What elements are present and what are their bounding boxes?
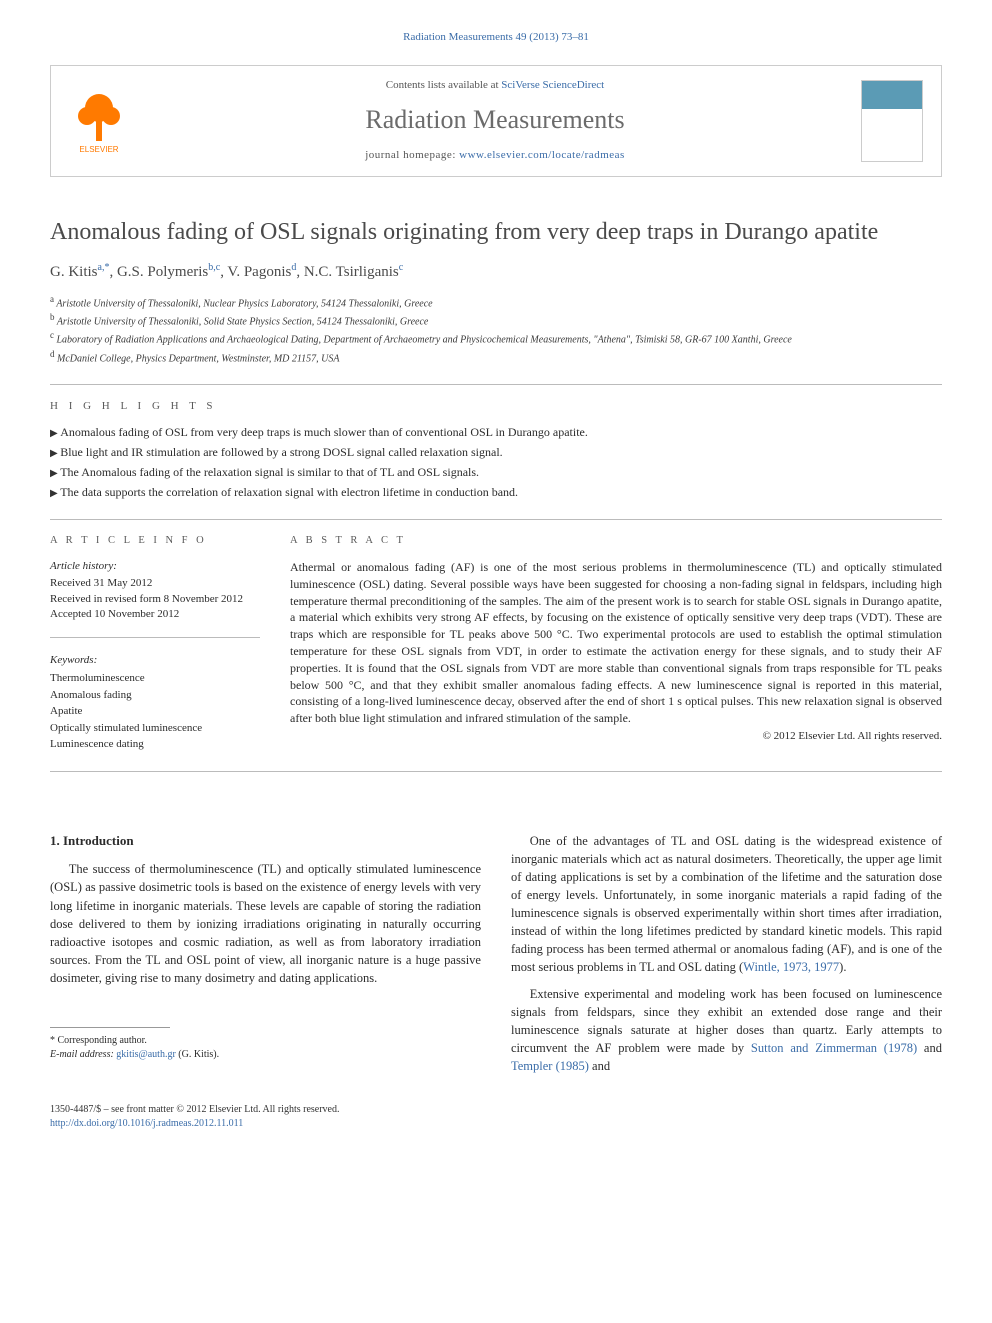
keyword: Luminescence dating	[50, 736, 260, 753]
history-received: Received 31 May 2012	[50, 576, 260, 591]
corresponding-author: * Corresponding author. E-mail address: …	[50, 1034, 481, 1062]
homepage-link[interactable]: www.elsevier.com/locate/radmeas	[459, 149, 625, 161]
abstract-column: A B S T R A C T Athermal or anomalous fa…	[290, 534, 942, 752]
body-left-column: 1. Introduction The success of thermolum…	[50, 832, 481, 1084]
article-info-label: A R T I C L E I N F O	[50, 534, 260, 549]
keyword: Anomalous fading	[50, 687, 260, 704]
highlight-item: The data supports the correlation of rel…	[50, 484, 942, 501]
history-accepted: Accepted 10 November 2012	[50, 607, 260, 622]
reference-link[interactable]: Wintle, 1973, 1977	[743, 960, 839, 974]
authors: G. Kitisa,*, G.S. Polymerisb,c, V. Pagon…	[50, 261, 942, 283]
intro-paragraph: The success of thermoluminescence (TL) a…	[50, 860, 481, 987]
highlight-item: Blue light and IR stimulation are follow…	[50, 444, 942, 461]
elsevier-logo: ELSEVIER	[69, 86, 129, 156]
highlight-item: Anomalous fading of OSL from very deep t…	[50, 424, 942, 441]
email-link[interactable]: gkitis@auth.gr	[116, 1049, 175, 1060]
reference-link[interactable]: Templer (1985)	[511, 1059, 589, 1073]
journal-name: Radiation Measurements	[149, 102, 841, 138]
abstract-text: Athermal or anomalous fading (AF) is one…	[290, 559, 942, 727]
keyword: Apatite	[50, 703, 260, 720]
divider	[50, 384, 942, 385]
keywords-heading: Keywords:	[50, 652, 260, 669]
body-right-column: One of the advantages of TL and OSL dati…	[511, 832, 942, 1084]
intro-paragraph: One of the advantages of TL and OSL dati…	[511, 832, 942, 977]
journal-homepage: journal homepage: www.elsevier.com/locat…	[149, 148, 841, 163]
journal-header: ELSEVIER Contents lists available at Sci…	[50, 65, 942, 176]
doi-link[interactable]: http://dx.doi.org/10.1016/j.radmeas.2012…	[50, 1118, 243, 1129]
highlight-item: The Anomalous fading of the relaxation s…	[50, 464, 942, 481]
contents-available: Contents lists available at SciVerse Sci…	[149, 78, 841, 93]
top-citation: Radiation Measurements 49 (2013) 73–81	[50, 30, 942, 45]
highlights-label: H I G H L I G H T S	[50, 399, 942, 414]
divider	[50, 519, 942, 520]
svg-text:ELSEVIER: ELSEVIER	[79, 145, 118, 154]
issn-doi-footer: 1350-4487/$ – see front matter © 2012 El…	[50, 1103, 942, 1131]
sciencedirect-link[interactable]: SciVerse ScienceDirect	[501, 79, 604, 91]
keyword: Thermoluminescence	[50, 670, 260, 687]
highlights-section: H I G H L I G H T S Anomalous fading of …	[50, 399, 942, 501]
history-heading: Article history:	[50, 559, 260, 574]
keyword: Optically stimulated luminescence	[50, 720, 260, 737]
journal-cover-thumb	[861, 80, 923, 162]
copyright: © 2012 Elsevier Ltd. All rights reserved…	[290, 729, 942, 744]
abstract-label: A B S T R A C T	[290, 534, 942, 549]
history-revised: Received in revised form 8 November 2012	[50, 592, 260, 607]
divider	[50, 771, 942, 772]
affiliations: a Aristotle University of Thessaloniki, …	[50, 293, 942, 366]
article-title: Anomalous fading of OSL signals originat…	[50, 217, 942, 247]
footnote-rule	[50, 1027, 170, 1028]
intro-paragraph: Extensive experimental and modeling work…	[511, 985, 942, 1076]
intro-heading: 1. Introduction	[50, 832, 481, 851]
reference-link[interactable]: Sutton and Zimmerman (1978)	[751, 1041, 917, 1055]
article-info-column: A R T I C L E I N F O Article history: R…	[50, 534, 260, 752]
keywords-block: Keywords: Thermoluminescence Anomalous f…	[50, 652, 260, 753]
